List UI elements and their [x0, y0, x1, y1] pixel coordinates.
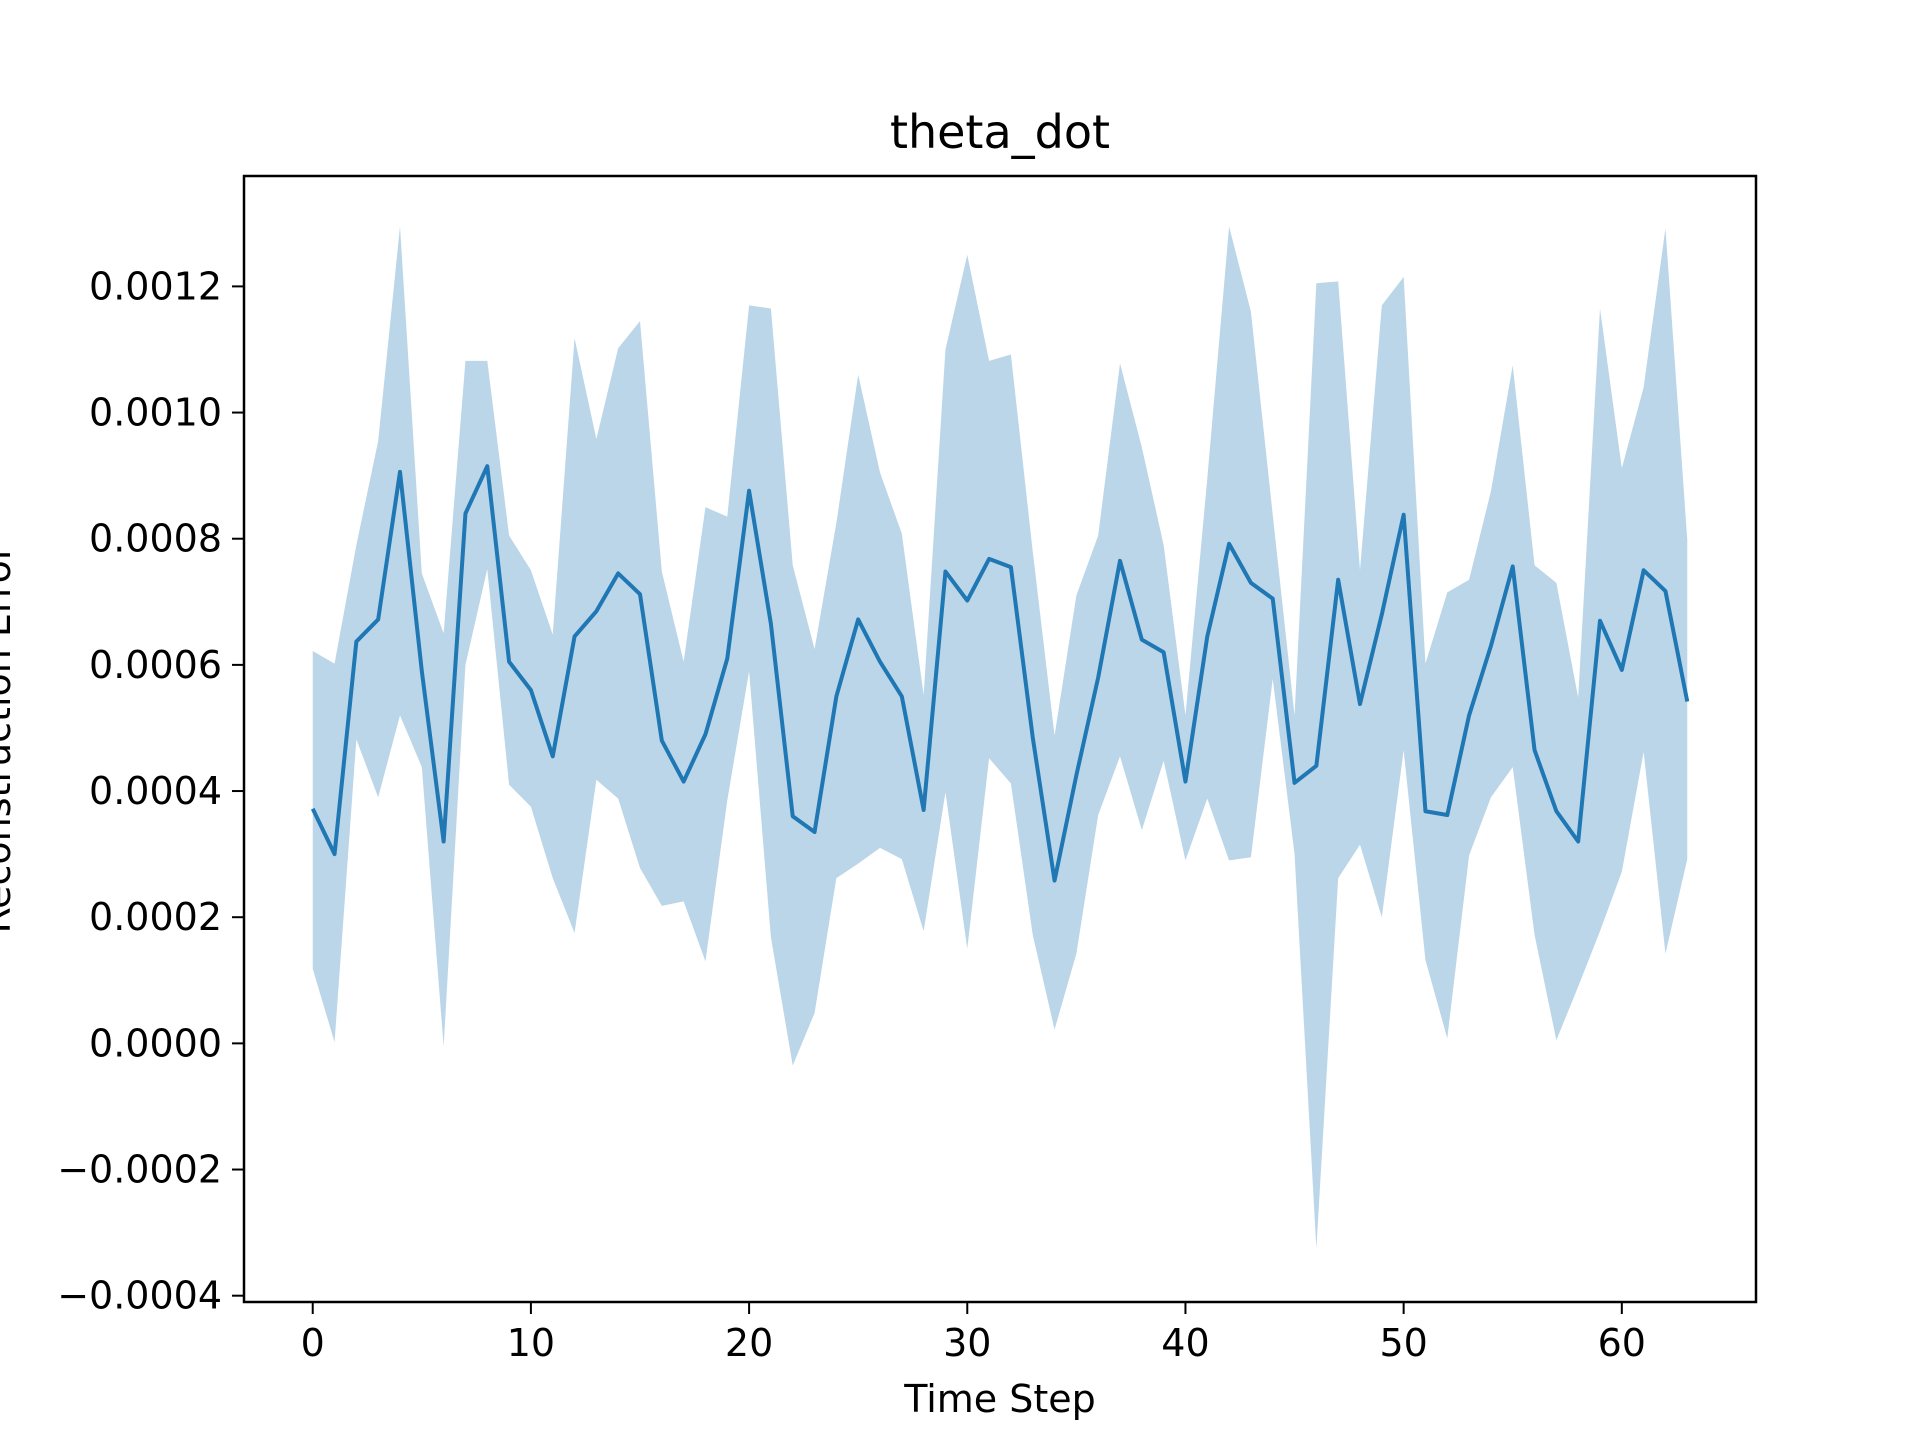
axes-frame: [242, 174, 1758, 1304]
y-tick-label: 0.0004: [89, 769, 222, 813]
x-axis-label: Time Step: [903, 1377, 1096, 1421]
chart-title: theta_dot: [890, 105, 1110, 159]
x-tick-label: 40: [1161, 1321, 1209, 1365]
mean-line: [310, 464, 1690, 883]
x-tick-label: 50: [1379, 1321, 1427, 1365]
x-tick-label: 20: [725, 1321, 773, 1365]
y-tick-label: 0.0008: [89, 517, 222, 561]
y-axis-label: Reconstruction Error: [0, 544, 19, 933]
y-tick-label: 0.0010: [89, 391, 222, 435]
x-tick-label: 30: [943, 1321, 991, 1365]
y-tick-label: 0.0012: [89, 264, 222, 308]
y-axis-ticks: −0.0004 −0.0002 0.0000 0.0002 0.0004 0.0006 0.…: [57, 264, 244, 1318]
y-tick-label: −0.0002: [57, 1148, 222, 1192]
x-axis-ticks: 0 10 20 30 40 50 60: [301, 1302, 1646, 1365]
y-tick-label: 0.0002: [89, 895, 222, 939]
plot-area: [310, 226, 1690, 1249]
y-tick-label: −0.0004: [57, 1274, 222, 1318]
x-tick-label: 10: [507, 1321, 555, 1365]
error-band: [312, 226, 1688, 1249]
x-tick-label: 0: [301, 1321, 325, 1365]
y-tick-label: 0.0006: [89, 643, 222, 687]
y-tick-label: 0.0000: [89, 1021, 222, 1065]
x-tick-label: 60: [1598, 1321, 1646, 1365]
